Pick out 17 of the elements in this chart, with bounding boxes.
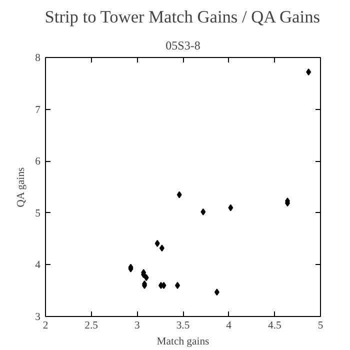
y-axis-title: QA gains [16, 167, 28, 208]
x-tick-label: 3 [134, 320, 140, 332]
x-tick-label: 2.5 [84, 320, 98, 332]
chart-title: Strip to Tower Match Gains / QA Gains [44, 8, 320, 26]
y-tick-label: 8 [35, 53, 40, 64]
x-tick-label: 4.5 [268, 320, 282, 332]
y-tick-label: 6 [35, 156, 42, 168]
x-tick-label: 3.5 [176, 320, 190, 332]
y-tick-label: 5 [35, 208, 40, 220]
x-tick-label: 2 [42, 320, 48, 332]
x-tick-label: 5 [318, 320, 324, 332]
y-tick-label: 7 [35, 104, 42, 116]
x-tick-label: 4 [226, 320, 232, 332]
y-tick-label: 4 [35, 260, 42, 272]
y-tick-label: 3 [35, 312, 40, 323]
x-axis-title: Match gains [156, 336, 210, 348]
chart-subtitle: 05S3-8 [166, 38, 200, 52]
